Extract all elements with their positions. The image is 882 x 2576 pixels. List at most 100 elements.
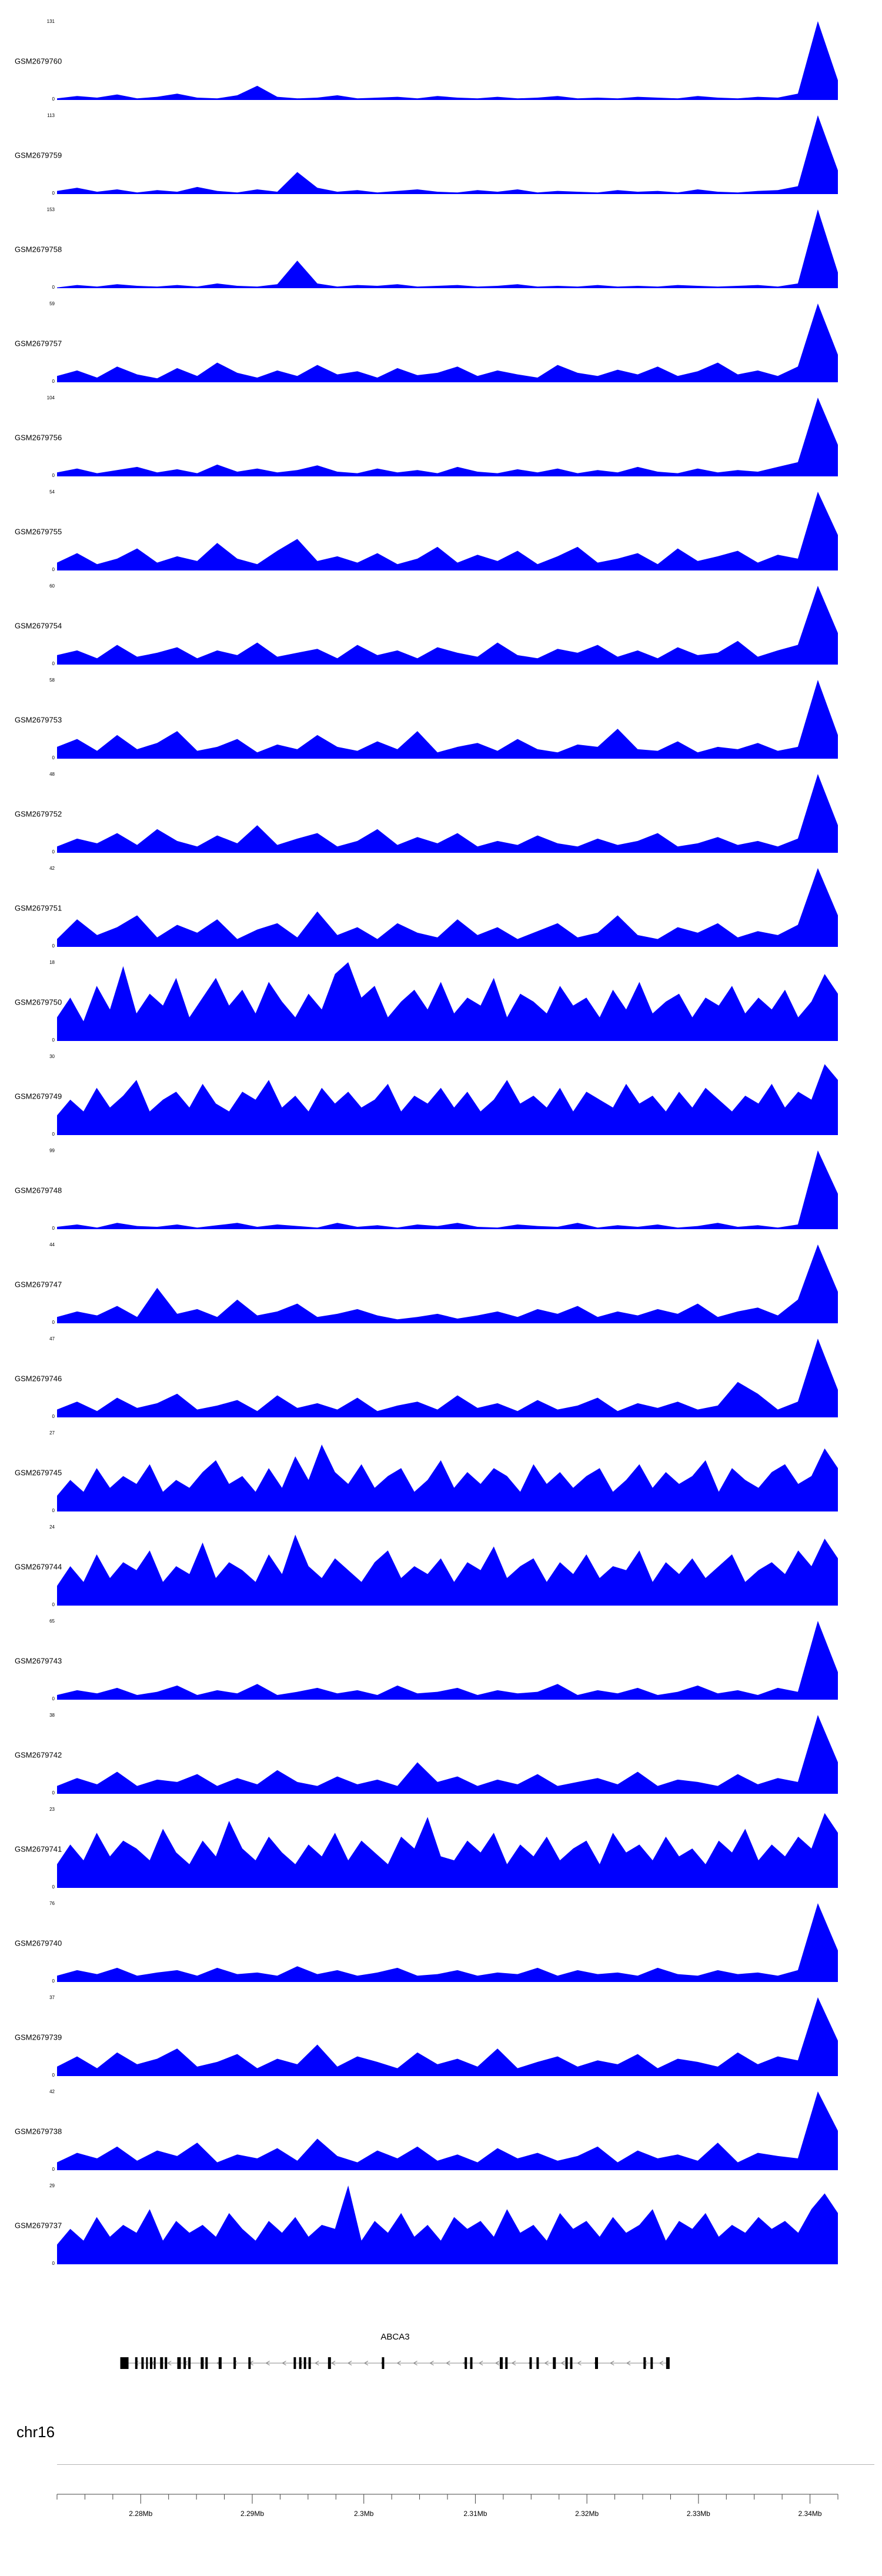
track-row: GSM2679754 60 0 [0,579,882,673]
gene-name-label: ABCA3 [380,2332,410,2342]
exon-box [188,2357,191,2369]
y-axis-zero-label: 0 [52,567,55,572]
coverage-polygon [57,1997,838,2076]
exon-box [177,2357,181,2369]
coverage-polygon [57,1813,838,1888]
strand-arrow-icon [610,2360,614,2366]
coverage-polygon [57,1339,838,1417]
y-axis-max-label: 60 [49,583,55,589]
track-label: GSM2679754 [15,621,62,630]
exon-box [153,2357,156,2369]
y-axis-zero-label: 0 [52,285,55,290]
exon-box [570,2357,573,2369]
track-row: GSM2679747 44 0 [0,1237,882,1332]
coverage-area [57,774,838,853]
coverage-polygon [57,1903,838,1982]
y-axis-zero-label: 0 [52,1414,55,1419]
coverage-polygon [57,398,838,476]
coverage-area [57,209,838,288]
y-axis-zero-label: 0 [52,1790,55,1796]
track-row: GSM2679739 37 0 [0,1990,882,2084]
strand-arrow-icon [167,2360,172,2366]
y-axis-zero-label: 0 [52,2073,55,2078]
coverage-area [57,1064,838,1135]
y-axis-max-label: 47 [49,1336,55,1342]
track-row: GSM2679749 30 0 [0,1049,882,1143]
coverage-polygon [57,209,838,288]
track-row: GSM2679742 38 0 [0,1708,882,1802]
genome-axis-ruler: 2.28Mb 2.29Mb 2.3Mb 2.31Mb 2.32Mb 2.33Mb 2.34M… [56,2494,838,2518]
axis-tick-label: 2.34Mb [799,2510,822,2518]
track-panel: 60 0 [49,584,838,666]
track-row: GSM2679755 54 0 [0,485,882,579]
track-label: GSM2679737 [15,2221,62,2230]
track-row: GSM2679760 131 0 [0,14,882,108]
track-panel: 131 0 [47,19,838,102]
strand-arrow-icon [347,2360,352,2366]
y-axis-zero-label: 0 [52,96,55,102]
y-axis-zero-label: 0 [52,1508,55,1513]
y-axis-zero-label: 0 [52,2261,55,2266]
track-row: GSM2679752 48 0 [0,767,882,861]
coverage-area [57,2185,838,2264]
exon-box [565,2357,568,2369]
y-axis-zero-label: 0 [52,191,55,196]
coverage-area [57,1997,838,2076]
track-label: GSM2679745 [15,1468,62,1477]
y-axis-zero-label: 0 [52,1320,55,1325]
track-label: GSM2679741 [15,1844,62,1854]
exon-box [536,2357,539,2369]
exon-box [141,2357,144,2369]
coverage-area [57,1534,838,1606]
coverage-area [57,1621,838,1700]
y-axis-zero-label: 0 [52,1696,55,1701]
coverage-area [57,1339,838,1417]
strand-arrow-icon [429,2360,434,2366]
track-row: GSM2679737 29 0 [0,2178,882,2273]
exon-box [160,2357,163,2369]
y-axis-max-label: 38 [49,1713,55,1718]
coverage-area [57,21,838,100]
exon-box [218,2357,222,2369]
y-axis-max-label: 29 [49,2183,55,2188]
coverage-polygon [57,1150,838,1229]
y-axis-max-label: 24 [49,1524,55,1530]
coverage-polygon [57,1444,838,1511]
y-axis-max-label: 113 [47,113,55,118]
track-label: GSM2679760 [15,56,62,66]
coverage-area [57,1903,838,1982]
strand-arrow-icon [363,2360,369,2366]
y-axis-max-label: 48 [49,772,55,777]
y-axis-zero-label: 0 [52,1037,55,1043]
exon-box [233,2357,236,2369]
track-label: GSM2679739 [15,2033,62,2042]
exon-box [248,2357,251,2369]
strand-arrow-icon [315,2360,319,2366]
track-row: GSM2679746 47 0 [0,1332,882,1426]
coverage-area [57,2091,838,2170]
track-label: GSM2679738 [15,2127,62,2136]
coverage-area [57,1244,838,1323]
track-panel: 29 0 [49,2184,838,2266]
exon-box [165,2357,168,2369]
axis-tick-label: 2.29Mb [240,2510,264,2518]
axis-separator-line [57,2464,874,2465]
coverage-polygon [57,1244,838,1323]
track-row: GSM2679740 76 0 [0,1896,882,1990]
strand-arrow-icon [659,2360,664,2366]
axis-tick-label: 2.3Mb [354,2510,374,2518]
y-axis-max-label: 37 [49,1995,55,2000]
y-axis-max-label: 18 [49,960,55,965]
strand-arrow-icon [282,2360,286,2366]
track-label: GSM2679743 [15,1656,62,1666]
y-axis-max-label: 42 [49,866,55,871]
coverage-area [57,303,838,382]
track-label: GSM2679758 [15,245,62,254]
coverage-polygon [57,2091,838,2170]
y-axis-max-label: 23 [49,1807,55,1812]
track-panel: 153 0 [47,208,838,290]
track-panel: 23 0 [49,1807,838,1890]
track-row: GSM2679759 113 0 [0,108,882,202]
track-panel: 27 0 [49,1431,838,1513]
